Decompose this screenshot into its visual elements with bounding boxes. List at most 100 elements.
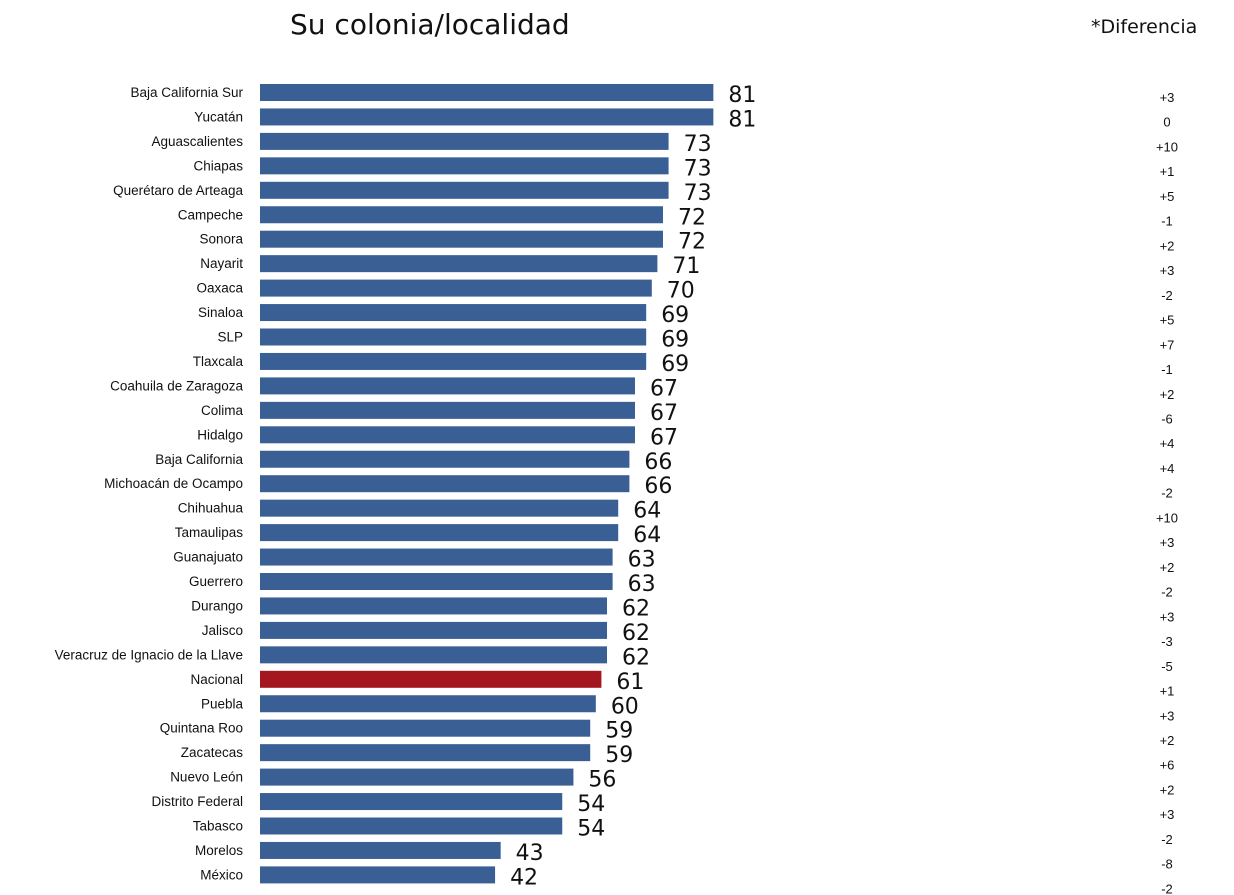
difference-label: -1 bbox=[1161, 214, 1173, 229]
difference-label: +2 bbox=[1160, 733, 1175, 748]
data-label: 66 bbox=[644, 450, 672, 475]
category-label: SLP bbox=[217, 330, 243, 345]
data-label: 63 bbox=[628, 548, 656, 573]
data-label: 59 bbox=[605, 719, 633, 744]
category-label: Baja California Sur bbox=[130, 85, 243, 100]
bar bbox=[260, 304, 647, 322]
data-label: 62 bbox=[622, 596, 650, 621]
category-label: Sinaloa bbox=[198, 305, 244, 320]
data-label: 69 bbox=[661, 352, 689, 377]
category-label: Durango bbox=[191, 598, 243, 613]
data-label: 69 bbox=[661, 328, 689, 353]
bar bbox=[260, 524, 619, 542]
data-label: 73 bbox=[684, 132, 712, 157]
category-label: Quintana Roo bbox=[160, 721, 243, 736]
bar bbox=[260, 621, 608, 639]
bar bbox=[260, 230, 663, 248]
difference-label: -8 bbox=[1161, 857, 1173, 872]
data-label: 62 bbox=[622, 621, 650, 646]
data-label: 69 bbox=[661, 303, 689, 328]
category-label: Aguascalientes bbox=[151, 134, 243, 149]
difference-label: -2 bbox=[1161, 585, 1173, 600]
category-label: Zacatecas bbox=[181, 745, 244, 760]
category-label: Hidalgo bbox=[197, 427, 243, 442]
data-label: 62 bbox=[622, 645, 650, 670]
difference-label: +4 bbox=[1160, 436, 1175, 451]
difference-label: +3 bbox=[1160, 263, 1175, 278]
data-label: 63 bbox=[628, 572, 656, 597]
category-label: Puebla bbox=[201, 696, 244, 711]
bar bbox=[260, 352, 647, 370]
bar bbox=[260, 157, 669, 175]
bar bbox=[260, 328, 647, 346]
data-label: 64 bbox=[633, 499, 661, 524]
bar bbox=[260, 841, 501, 859]
difference-label: +3 bbox=[1160, 609, 1175, 624]
difference-label: +4 bbox=[1160, 461, 1175, 476]
data-label: 54 bbox=[577, 817, 605, 842]
difference-label: -3 bbox=[1161, 634, 1173, 649]
difference-label: +1 bbox=[1160, 164, 1175, 179]
difference-label: +6 bbox=[1160, 758, 1175, 773]
category-label: Jalisco bbox=[202, 623, 243, 638]
data-label: 81 bbox=[728, 83, 756, 108]
data-label: 43 bbox=[516, 841, 544, 866]
bar bbox=[260, 255, 658, 273]
category-label: Veracruz de Ignacio de la Llave bbox=[55, 647, 243, 662]
category-label: Oaxaca bbox=[196, 281, 243, 296]
category-label: Tlaxcala bbox=[193, 354, 244, 369]
bar bbox=[260, 377, 635, 395]
data-label: 71 bbox=[672, 254, 700, 279]
data-label: 61 bbox=[616, 670, 644, 695]
difference-label: +1 bbox=[1160, 684, 1175, 699]
data-label: 67 bbox=[650, 425, 678, 450]
category-label: Baja California bbox=[155, 452, 243, 467]
bar bbox=[260, 695, 596, 713]
data-label: 81 bbox=[728, 107, 756, 132]
category-label: Nayarit bbox=[200, 256, 243, 271]
data-label: 56 bbox=[588, 768, 616, 793]
bar bbox=[260, 132, 669, 150]
bar bbox=[260, 279, 652, 297]
difference-label: +2 bbox=[1160, 238, 1175, 253]
data-label: 64 bbox=[633, 523, 661, 548]
difference-label: -2 bbox=[1161, 832, 1173, 847]
bar bbox=[260, 768, 574, 786]
bar bbox=[260, 475, 630, 493]
category-label: Colima bbox=[201, 403, 244, 418]
bar bbox=[260, 499, 619, 517]
category-label: Nacional bbox=[190, 672, 243, 687]
difference-label: -6 bbox=[1161, 411, 1173, 426]
difference-label: +2 bbox=[1160, 560, 1175, 575]
category-label: Coahuila de Zaragoza bbox=[110, 378, 243, 393]
data-label: 67 bbox=[650, 376, 678, 401]
data-label: 67 bbox=[650, 401, 678, 426]
data-label: 42 bbox=[510, 865, 538, 890]
bar bbox=[260, 450, 630, 468]
bar bbox=[260, 573, 613, 590]
difference-label: +5 bbox=[1160, 189, 1175, 204]
difference-label: +5 bbox=[1160, 313, 1175, 328]
difference-label: +3 bbox=[1160, 807, 1175, 822]
bar bbox=[260, 401, 635, 419]
difference-label: -2 bbox=[1161, 486, 1173, 501]
bar bbox=[260, 719, 591, 737]
chart-title: Su colonia/localidad bbox=[290, 8, 570, 41]
bar bbox=[260, 548, 613, 566]
category-label: Guerrero bbox=[189, 574, 243, 589]
bar bbox=[260, 817, 563, 835]
difference-label: +7 bbox=[1160, 337, 1175, 352]
category-label: Morelos bbox=[195, 843, 243, 858]
category-label: Tabasco bbox=[193, 819, 243, 834]
data-label: 72 bbox=[678, 230, 706, 255]
difference-label: +10 bbox=[1156, 510, 1178, 525]
data-label: 59 bbox=[605, 743, 633, 768]
data-label: 73 bbox=[684, 181, 712, 206]
bar bbox=[260, 597, 608, 615]
bar bbox=[260, 793, 563, 811]
category-label: México bbox=[200, 867, 243, 882]
difference-label: +3 bbox=[1160, 90, 1175, 105]
difference-label: +2 bbox=[1160, 782, 1175, 797]
bar bbox=[260, 866, 496, 884]
bar bbox=[260, 181, 669, 199]
